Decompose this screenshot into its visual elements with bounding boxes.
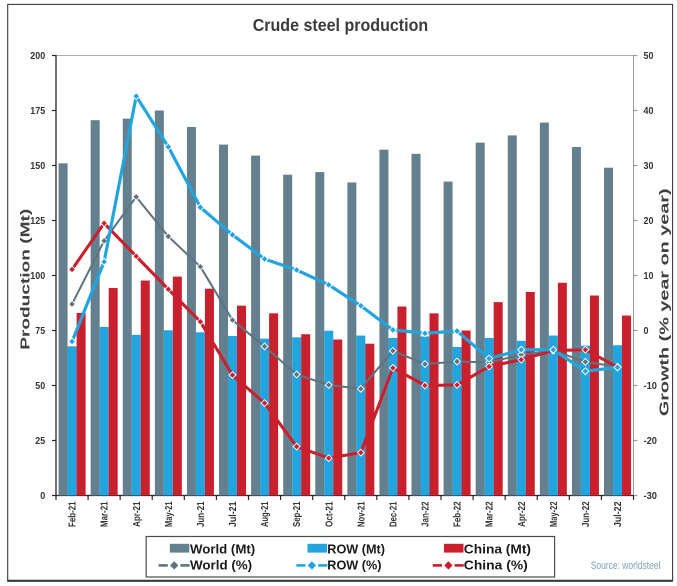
svg-text:Dec-21: Dec-21: [387, 501, 399, 527]
svg-text:0: 0: [40, 491, 45, 502]
svg-text:Apr-22: Apr-22: [516, 501, 528, 527]
svg-text:Jun-22: Jun-22: [580, 501, 592, 527]
svg-text:Apr-21: Apr-21: [131, 501, 143, 527]
svg-text:175: 175: [30, 106, 45, 117]
svg-text:20: 20: [644, 216, 654, 227]
svg-text:75: 75: [35, 326, 45, 337]
svg-text:China (Mt): China (Mt): [464, 543, 531, 557]
svg-text:40: 40: [644, 106, 654, 117]
svg-text:Growth (% year on year): Growth (% year on year): [657, 188, 672, 416]
svg-text:World (%): World (%): [190, 559, 252, 573]
svg-text:50: 50: [35, 381, 45, 392]
svg-text:-20: -20: [644, 436, 658, 447]
svg-text:150: 150: [30, 161, 45, 172]
svg-text:Nov-21: Nov-21: [355, 501, 367, 527]
svg-text:Jul-22: Jul-22: [612, 501, 624, 527]
svg-text:10: 10: [644, 271, 654, 282]
svg-text:Source: worldsteel: Source: worldsteel: [591, 560, 661, 572]
svg-text:ROW (Mt): ROW (Mt): [327, 543, 385, 557]
svg-text:125: 125: [30, 216, 45, 227]
svg-text:-10: -10: [644, 381, 658, 392]
svg-text:Jun-21: Jun-21: [195, 501, 207, 527]
svg-text:Feb-21: Feb-21: [67, 501, 79, 527]
svg-text:May-21: May-21: [163, 501, 175, 527]
svg-text:200: 200: [30, 51, 45, 62]
svg-text:Production (Mt): Production (Mt): [18, 209, 33, 350]
svg-text:ROW (%): ROW (%): [327, 559, 381, 573]
svg-text:30: 30: [644, 161, 654, 172]
svg-text:Jan-22: Jan-22: [420, 501, 432, 527]
svg-text:Aug-21: Aug-21: [259, 501, 271, 527]
svg-text:50: 50: [644, 51, 654, 62]
svg-text:Sep-21: Sep-21: [291, 501, 303, 527]
svg-text:Mar-22: Mar-22: [484, 501, 496, 527]
svg-text:May-22: May-22: [548, 501, 560, 527]
svg-text:Mar-21: Mar-21: [99, 501, 111, 527]
svg-text:-30: -30: [644, 491, 658, 502]
svg-text:Crude steel production: Crude steel production: [253, 15, 429, 35]
svg-text:China (%): China (%): [464, 559, 528, 573]
svg-text:Feb-22: Feb-22: [452, 501, 464, 527]
svg-text:World (Mt): World (Mt): [190, 543, 255, 557]
svg-text:Oct-21: Oct-21: [323, 501, 335, 527]
svg-text:Jul-21: Jul-21: [227, 501, 239, 527]
svg-text:100: 100: [30, 271, 45, 282]
svg-text:0: 0: [644, 326, 649, 337]
svg-text:25: 25: [35, 436, 45, 447]
